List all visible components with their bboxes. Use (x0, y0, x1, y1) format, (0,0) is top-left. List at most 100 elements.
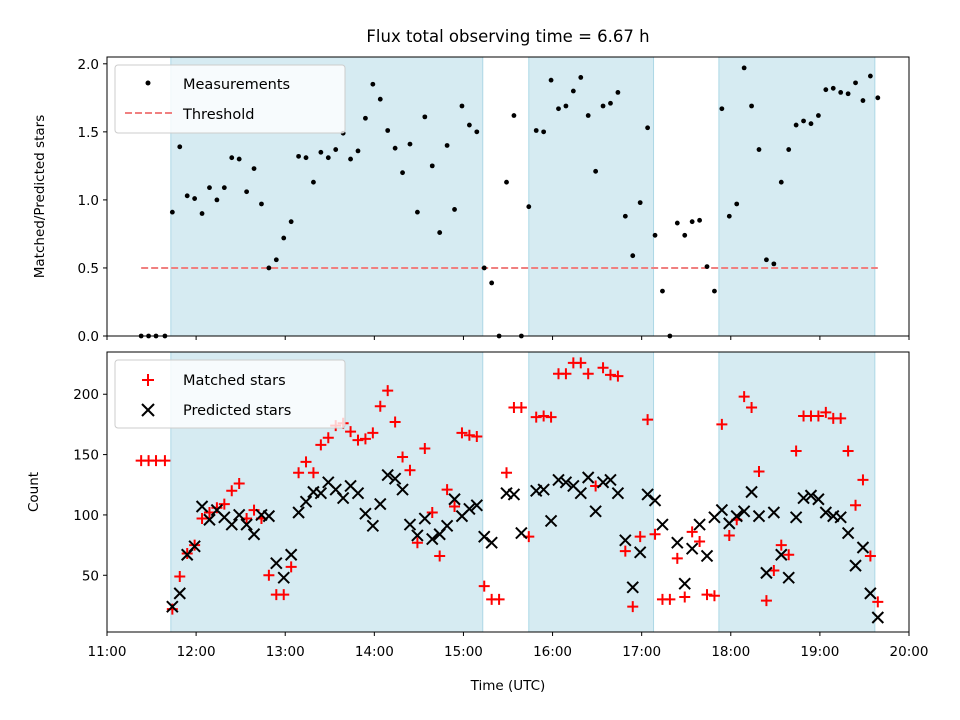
matched-star-point (664, 593, 676, 605)
predicted-star-point (247, 528, 261, 541)
matched-star-point (538, 410, 550, 422)
measurement-point (370, 81, 376, 87)
measurement-point (823, 87, 829, 93)
measurement-point (645, 125, 651, 131)
measurement-point (726, 213, 732, 219)
measurement-point (689, 219, 695, 225)
measurement-point (251, 166, 257, 172)
predicted-star-point (782, 571, 795, 584)
predicted-star-point (760, 566, 773, 580)
matched-star-point (604, 369, 616, 381)
predicted-star-point (374, 497, 387, 511)
bottom-x-label: Time (UTC) (470, 678, 546, 694)
matched-star-point (686, 526, 698, 538)
predicted-star-point (203, 513, 216, 526)
measurement-point (511, 113, 517, 118)
x-tick-label: 14:00 (355, 644, 394, 660)
matched-star-point (597, 362, 609, 374)
predicted-star-point (871, 611, 885, 624)
measurement-point (838, 89, 844, 95)
predicted-star-point (834, 511, 847, 524)
matched-star-point (746, 402, 758, 414)
measurement-point (303, 155, 309, 161)
observing-window (528, 57, 654, 336)
predicted-star-point (336, 491, 350, 505)
measurement-point (801, 118, 806, 124)
predicted-star-point (351, 486, 365, 500)
matched-star-point (753, 465, 765, 477)
matched-star-point (634, 531, 646, 543)
measurement-point (660, 288, 665, 294)
measurement-point (437, 230, 443, 235)
predicted-star-point (775, 548, 788, 561)
chart-title: Flux total observing time = 6.67 h (366, 27, 649, 46)
measurement-point (444, 143, 450, 148)
measurement-point (533, 128, 539, 133)
matched-star-point (642, 414, 654, 426)
legend-label-threshold: Threshold (182, 107, 254, 123)
matched-star-point (278, 589, 290, 601)
measurement-point (853, 80, 858, 86)
predicted-star-point (864, 587, 877, 600)
observing-windows (170, 352, 876, 632)
legend-marker-predicted (141, 403, 155, 417)
measurement-point (273, 257, 279, 263)
measurement-point (704, 264, 710, 269)
measurement-point (422, 114, 428, 120)
x-tick-label: 18:00 (711, 644, 750, 660)
matched-star-point (293, 467, 305, 479)
y-tick-label: 150 (73, 448, 99, 464)
matched-star-point (850, 499, 862, 511)
measurement-point (266, 265, 272, 271)
matched-star-point (419, 443, 431, 455)
matched-star-point (627, 601, 639, 613)
matched-star-point (374, 400, 386, 412)
predicted-star-point (819, 506, 833, 519)
observing-window (528, 352, 654, 632)
predicted-star-point (715, 503, 729, 517)
predicted-star-point (232, 508, 246, 522)
legend-label-predicted: Predicted stars (183, 403, 291, 419)
predicted-star-point (841, 526, 855, 540)
predicted-star-point (485, 536, 498, 549)
predicted-star-point (596, 476, 610, 489)
predicted-star-point (440, 519, 454, 533)
measurement-point (526, 204, 532, 210)
matched-star-point (760, 595, 772, 607)
x-tick-label: 15:00 (444, 644, 483, 660)
predicted-star-point (648, 494, 662, 507)
matched-star-point (515, 402, 527, 414)
measurement-point (474, 129, 480, 135)
matched-star-point (404, 464, 416, 476)
top-legend: Measurements Threshold (114, 64, 346, 134)
matched-star-point (449, 500, 461, 512)
predicted-star-point (700, 549, 714, 563)
predicted-star-point (262, 509, 276, 523)
measurement-point (184, 193, 190, 199)
measurement-point (288, 219, 294, 225)
measurement-point (712, 288, 717, 294)
matched-star-point (434, 550, 446, 562)
matched-star-point (723, 529, 735, 541)
matched-star-point (501, 467, 513, 479)
predicted-star-point (515, 526, 528, 540)
matched-star-point (463, 429, 475, 441)
measurement-point (682, 232, 688, 238)
matched-star-point (263, 569, 275, 581)
predicted-star-point (745, 485, 758, 499)
predicted-star-point (277, 571, 290, 584)
matched-star-point (389, 416, 401, 428)
predicted-star-point (381, 468, 394, 482)
measurement-point (259, 201, 264, 207)
matched-star-point (397, 451, 409, 463)
predicted-star-point (299, 495, 313, 508)
matched-star-point (612, 370, 624, 382)
measurement-point (392, 145, 398, 151)
predicted-star-point (507, 488, 521, 501)
matched-star-point (694, 535, 706, 547)
matched-star-point (783, 549, 795, 561)
bottom-y-axis: 50 100 150 200 (73, 387, 107, 584)
predicted-star-point (633, 546, 647, 559)
matched-star-point (820, 406, 832, 418)
x-tick-label: 20:00 (890, 644, 929, 660)
